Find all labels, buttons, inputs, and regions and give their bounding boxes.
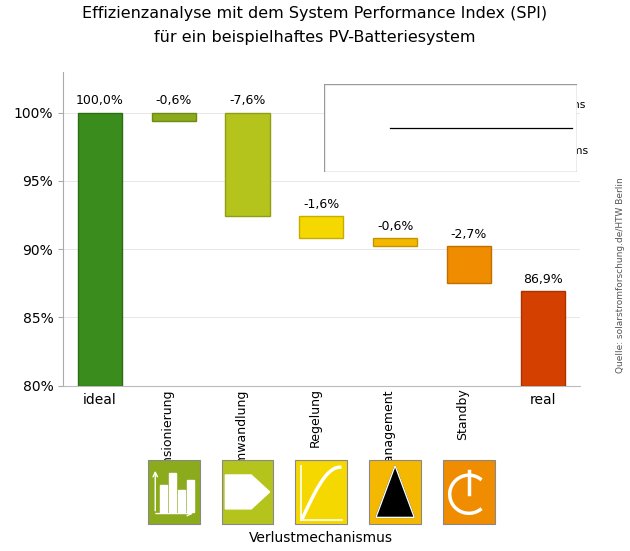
Text: Standby: Standby	[456, 388, 469, 440]
Text: 86,9%: 86,9%	[523, 273, 563, 286]
Text: -0,6%: -0,6%	[156, 94, 192, 107]
Bar	[520, 291, 565, 386]
Polygon shape	[376, 466, 415, 517]
FancyBboxPatch shape	[222, 460, 273, 523]
Text: -7,6%: -7,6%	[229, 94, 266, 107]
Text: Regelung: Regelung	[308, 388, 321, 447]
Bar	[187, 479, 193, 512]
Bar	[373, 238, 417, 246]
Text: Dimensionierung: Dimensionierung	[161, 388, 174, 495]
Text: Energiemanagement: Energiemanagement	[382, 388, 395, 520]
Text: ideal: ideal	[83, 392, 117, 407]
Bar	[152, 112, 196, 121]
Bar	[77, 112, 122, 386]
Text: -2,7%: -2,7%	[450, 228, 487, 241]
Text: -0,6%: -0,6%	[377, 220, 413, 233]
Text: Effizienzanalyse mit dem System Performance Index (SPI): Effizienzanalyse mit dem System Performa…	[83, 6, 547, 20]
FancyBboxPatch shape	[295, 460, 347, 523]
Bar	[178, 490, 185, 512]
Bar	[226, 112, 270, 217]
Bar	[169, 473, 176, 512]
Text: Verlustmechanismus: Verlustmechanismus	[249, 531, 393, 544]
Bar	[447, 246, 491, 283]
Text: -1,6%: -1,6%	[303, 198, 340, 211]
Polygon shape	[226, 475, 270, 509]
Text: Quelle: solarstromforschung.de/HTW Berlin: Quelle: solarstromforschung.de/HTW Berli…	[616, 177, 625, 374]
Text: für ein beispielhaftes PV-Batteriesystem: für ein beispielhaftes PV-Batteriesystem	[154, 30, 476, 45]
Bar	[161, 485, 167, 512]
Text: 100,0%: 100,0%	[76, 94, 124, 107]
FancyBboxPatch shape	[443, 460, 495, 523]
FancyBboxPatch shape	[369, 460, 421, 523]
FancyBboxPatch shape	[148, 460, 200, 523]
Text: real: real	[529, 392, 556, 407]
Bar	[299, 217, 343, 238]
Text: Umwandlung: Umwandlung	[234, 388, 248, 471]
